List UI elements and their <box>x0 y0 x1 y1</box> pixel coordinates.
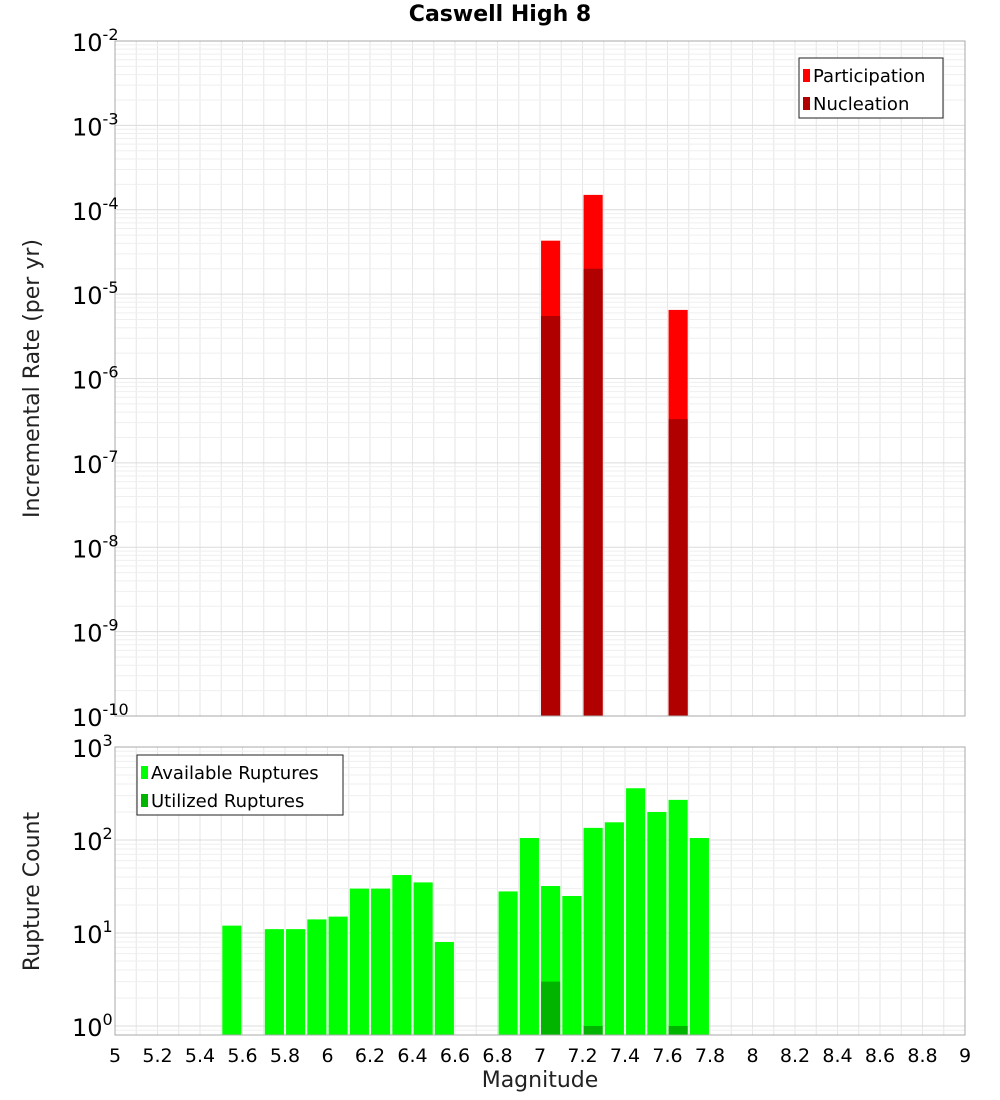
x-tick-label: 7.6 <box>652 1045 682 1067</box>
available-ruptures-bar <box>307 919 327 1035</box>
available-ruptures-bar <box>392 875 412 1035</box>
available-ruptures-bar <box>689 838 709 1035</box>
available-ruptures-bar <box>498 891 518 1035</box>
bottom-y-tick-label: 100 <box>72 1010 113 1042</box>
x-tick-label: 5 <box>109 1045 121 1067</box>
bottom-plot-frame <box>114 746 966 1036</box>
bottom-y-tick-label: 103 <box>72 731 113 763</box>
available-ruptures-bar <box>519 838 539 1035</box>
top-y-tick-label: 10-8 <box>72 531 119 563</box>
nucleation-bar <box>668 419 688 716</box>
x-tick-label: 7.8 <box>695 1045 725 1067</box>
top-y-tick-label: 10-9 <box>72 616 119 648</box>
bottom-y-tick-label: 102 <box>72 824 113 856</box>
top-y-tick-label: 10-6 <box>72 363 119 395</box>
x-tick-label: 9 <box>959 1045 971 1067</box>
available-ruptures-bar <box>668 799 688 1035</box>
chart-title: Caswell High 8 <box>408 2 592 27</box>
top-y-tick-label: 10-5 <box>72 278 119 310</box>
utilized-ruptures-bar <box>583 1025 603 1035</box>
available-ruptures-bar <box>371 888 391 1035</box>
available-ruptures-bar <box>413 882 433 1035</box>
bottom-y-tick-label: 101 <box>72 917 113 949</box>
top-y-tick-label: 10-2 <box>72 25 119 57</box>
available-ruptures-bar <box>222 925 242 1035</box>
x-tick-label: 5.6 <box>227 1045 257 1067</box>
top-y-tick-label: 10-10 <box>72 700 129 732</box>
x-tick-label: 6 <box>321 1045 333 1067</box>
bottom-legend-label: Available Ruptures <box>151 763 319 784</box>
x-tick-label: 7 <box>534 1045 546 1067</box>
available-ruptures-bar <box>286 929 306 1035</box>
top-legend-box <box>798 57 944 119</box>
bottom-legend-swatch <box>141 794 148 807</box>
top-legend-label: Nucleation <box>813 94 909 115</box>
x-tick-label: 8.2 <box>780 1045 810 1067</box>
x-tick-label: 8.4 <box>822 1045 852 1067</box>
bottom-y-axis-label: Rupture Count <box>19 811 45 971</box>
available-ruptures-bar <box>264 929 284 1035</box>
x-tick-label: 6.8 <box>482 1045 512 1067</box>
nucleation-bar <box>583 268 603 716</box>
top-y-axis-label: Incremental Rate (per yr) <box>19 239 45 518</box>
x-tick-label: 5.8 <box>270 1045 300 1067</box>
available-ruptures-bar <box>583 827 603 1035</box>
top-legend-swatch <box>803 69 810 82</box>
top-y-tick-label: 10-3 <box>72 109 119 141</box>
bottom-legend-label: Utilized Ruptures <box>151 791 304 812</box>
top-legend-swatch <box>803 97 810 110</box>
x-tick-label: 6.6 <box>440 1045 470 1067</box>
utilized-ruptures-bar <box>668 1025 688 1035</box>
top-plot-frame <box>114 40 966 717</box>
x-tick-label: 8.6 <box>865 1045 895 1067</box>
available-ruptures-bar <box>328 916 348 1035</box>
bottom-legend-swatch <box>141 766 148 779</box>
top-legend-label: Participation <box>813 66 925 87</box>
x-tick-label: 7.2 <box>567 1045 597 1067</box>
available-ruptures-bar <box>626 788 646 1035</box>
available-ruptures-bar <box>434 942 454 1035</box>
x-tick-label: 7.4 <box>610 1045 640 1067</box>
x-tick-label: 6.2 <box>355 1045 385 1067</box>
x-axis-label: Magnitude <box>481 1068 599 1093</box>
nucleation-bar <box>541 316 561 716</box>
x-tick-label: 5.4 <box>185 1045 215 1067</box>
available-ruptures-bar <box>349 888 369 1035</box>
bottom-legend-box <box>136 754 344 816</box>
available-ruptures-bar <box>604 822 624 1035</box>
x-tick-label: 5.2 <box>142 1045 172 1067</box>
utilized-ruptures-bar <box>541 981 561 1035</box>
x-tick-label: 6.4 <box>397 1045 427 1067</box>
available-ruptures-bar <box>647 812 667 1035</box>
top-y-tick-label: 10-7 <box>72 447 119 479</box>
available-ruptures-bar <box>562 895 582 1035</box>
x-tick-label: 8.8 <box>907 1045 937 1067</box>
top-y-tick-label: 10-4 <box>72 194 119 226</box>
x-tick-label: 8 <box>746 1045 758 1067</box>
